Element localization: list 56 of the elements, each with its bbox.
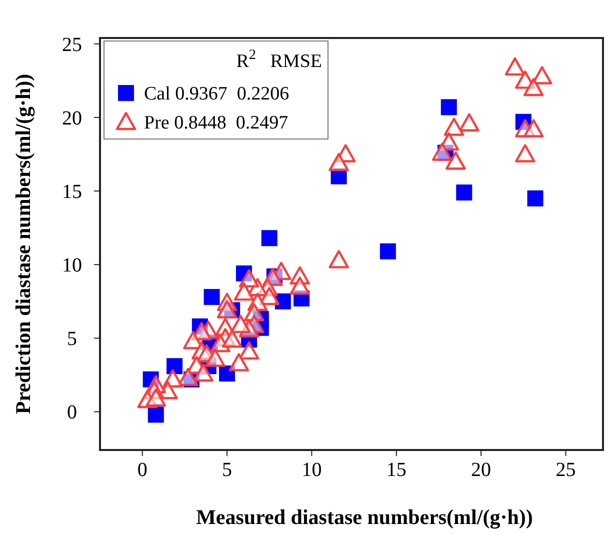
point [205,348,226,367]
y-tick-label: 0 [67,402,77,424]
point [228,353,249,372]
point [532,66,552,84]
point [523,78,544,96]
point [230,314,251,334]
x-tick-label: 5 [222,459,232,481]
point [202,334,218,351]
point [259,286,280,306]
point [219,365,236,382]
point [437,144,454,161]
point [148,406,164,423]
point [222,330,242,348]
point [178,368,198,386]
legend-title: R$^{2}$ RMSE [236,47,322,72]
y-tick-label: 20 [62,107,82,130]
point [459,113,480,132]
x-axis-title: Measured diastase numbers(ml/(g·h)) [196,505,533,529]
legend-label: Cal 0.9367 0.2206 [144,84,290,105]
point [523,119,544,138]
point [193,363,214,382]
x-tick-label: 20 [471,459,492,481]
point [241,332,258,348]
point [238,269,260,288]
x-tick-label: 10 [302,459,322,481]
point [261,230,278,246]
y-axis-title: Prediction diastase numbers(ml/(g·h)) [11,74,35,414]
point [328,152,349,172]
legend-label: Pre 0.8448 0.2497 [144,112,288,134]
y-tick-label: 5 [67,328,77,350]
point [456,184,472,200]
point [166,358,183,374]
point [432,142,452,161]
y-tick-label: 25 [62,34,82,56]
point [234,282,254,301]
x-tick-label: 25 [556,459,576,481]
point [330,168,347,184]
point [204,288,220,305]
point [274,293,291,310]
point [440,99,457,116]
point [328,250,349,268]
point [294,290,310,306]
point [216,300,238,318]
point [290,276,310,295]
x-tick-label: 0 [137,459,148,481]
point [444,118,464,136]
point [146,388,166,407]
point [527,190,544,206]
y-tick-label: 15 [62,181,82,204]
x-tick-label: 15 [386,459,406,481]
y-tick-label: 10 [62,254,82,277]
point [514,144,536,162]
point [446,152,466,170]
point [380,243,396,260]
point [504,57,526,76]
point [238,341,260,360]
